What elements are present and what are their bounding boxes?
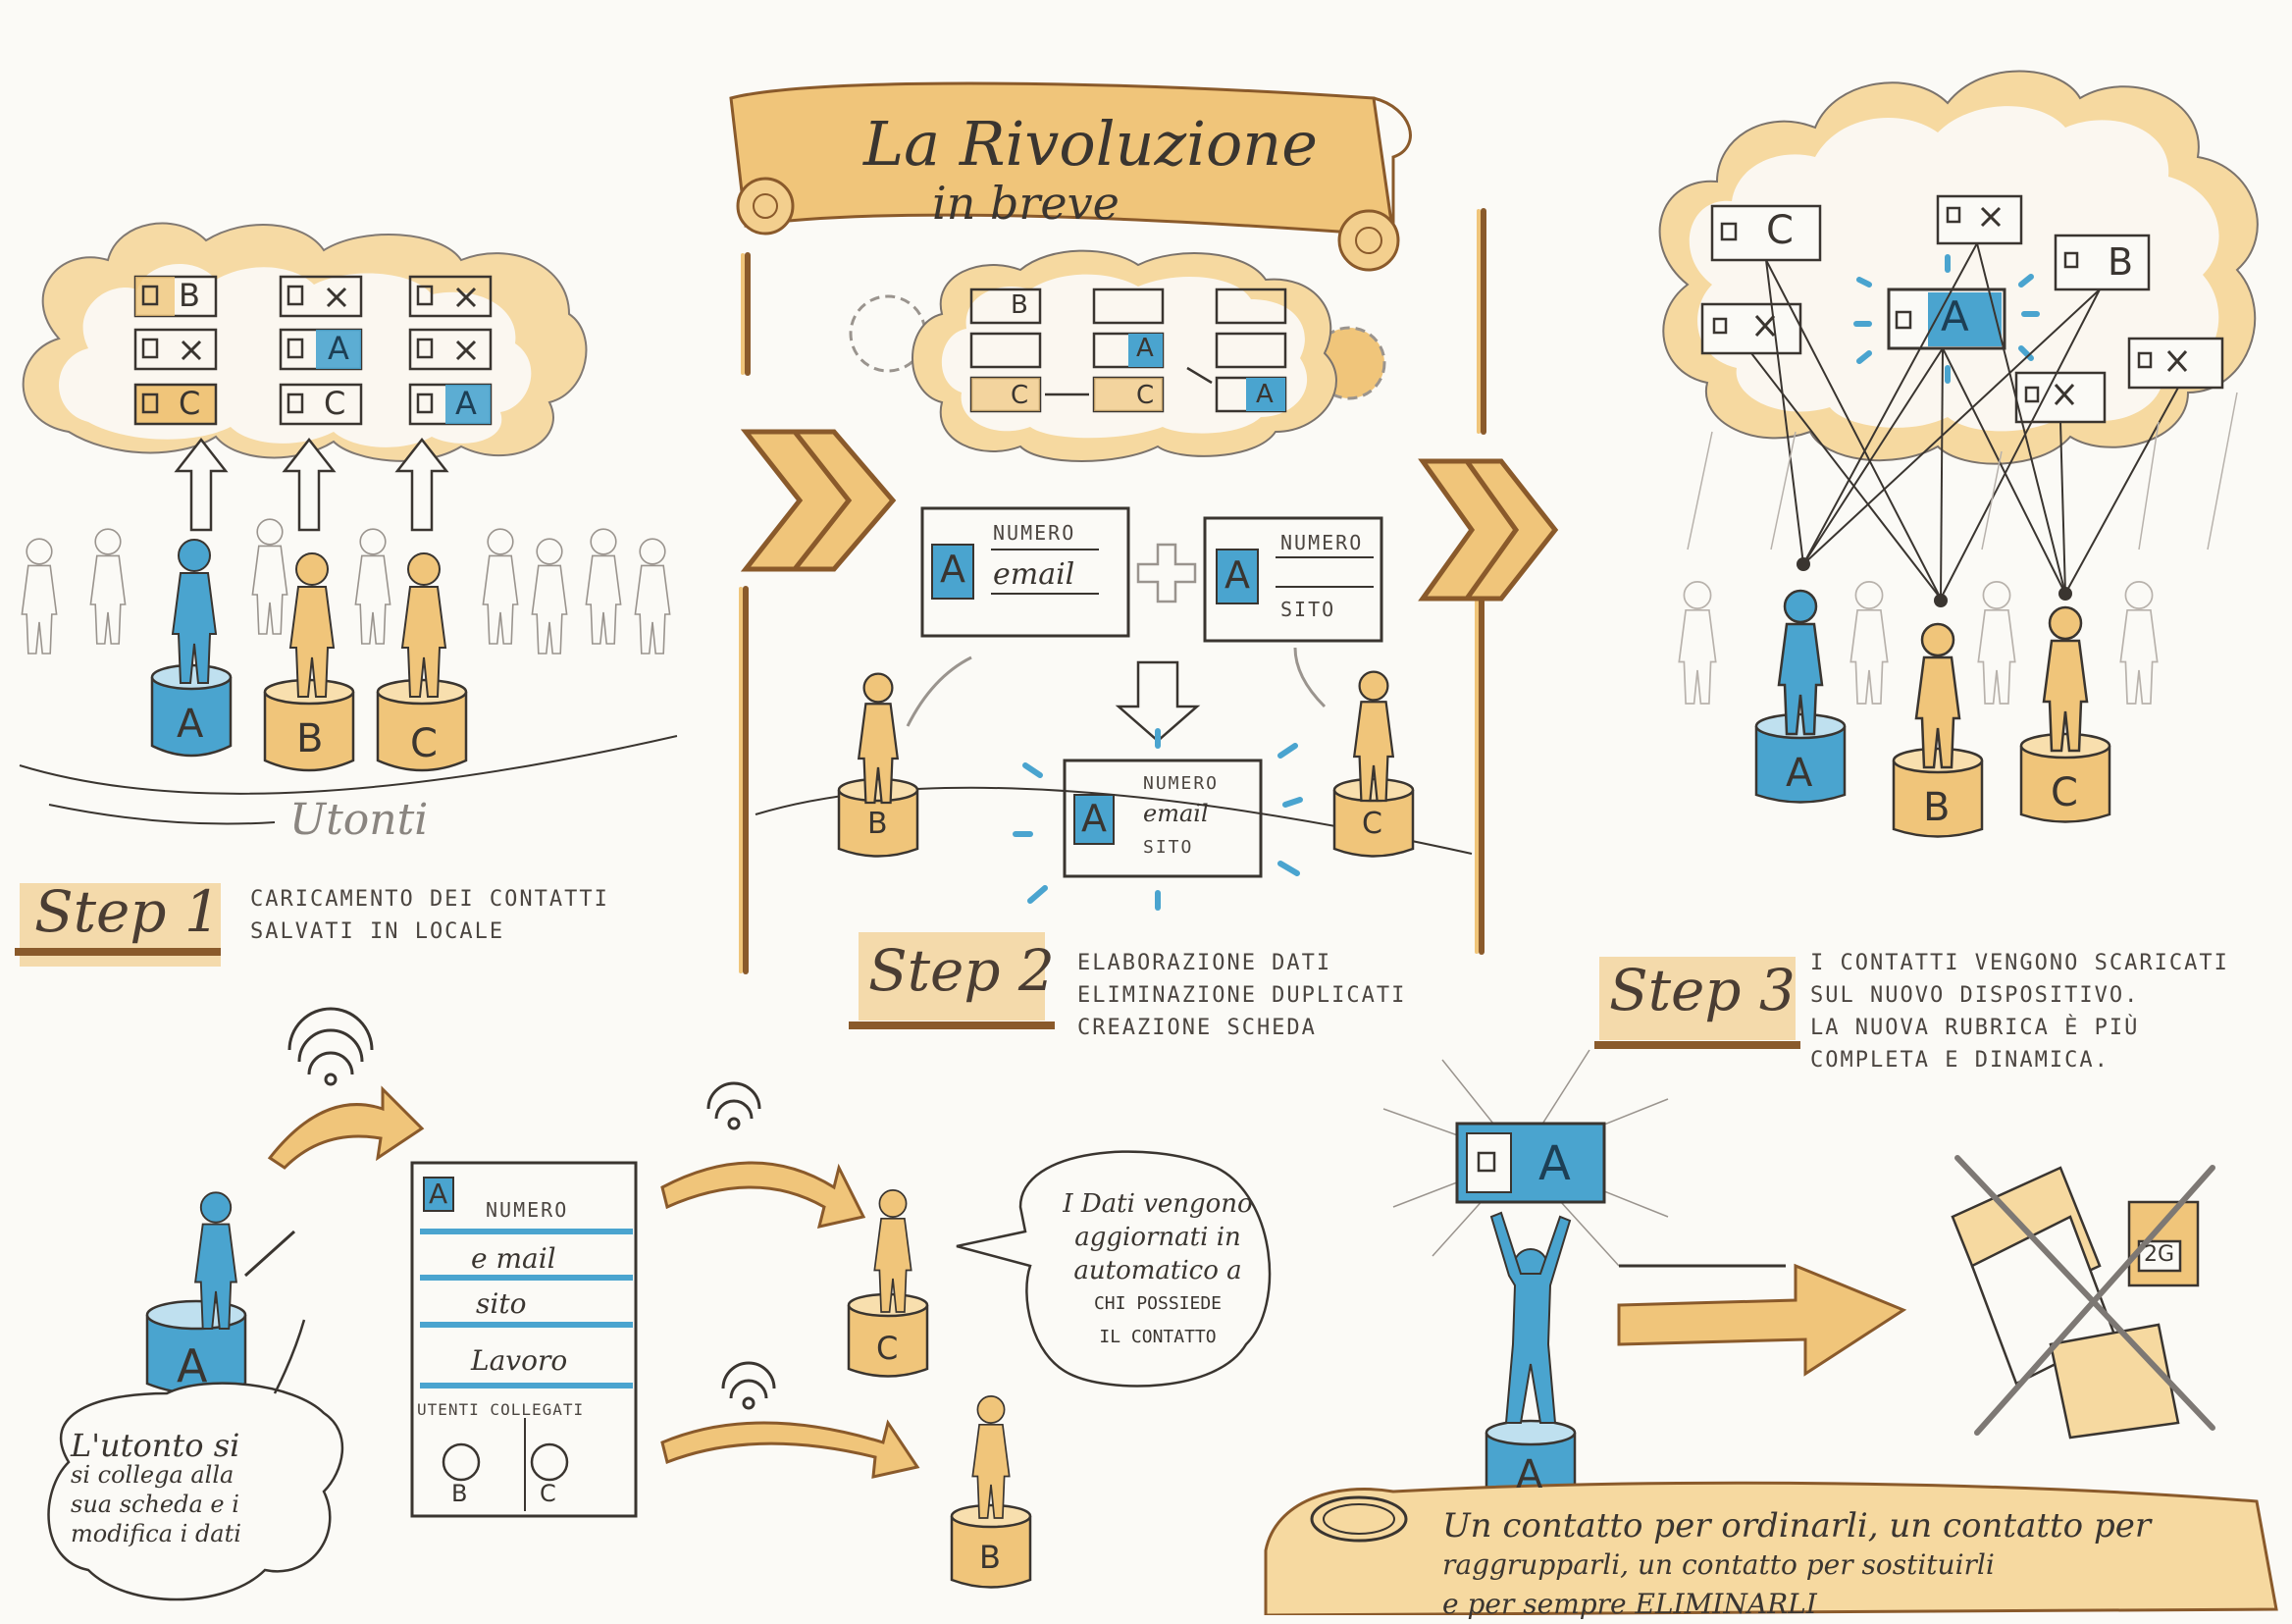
card1-field-email: email xyxy=(993,557,1075,592)
banner-line: raggrupparli, un contatto per sostituirl… xyxy=(1442,1548,1995,1581)
step3-cloud xyxy=(1658,70,2259,607)
cloud-card-b: B xyxy=(2108,240,2134,284)
speech-line: si collega alla xyxy=(71,1461,234,1489)
cloud-letter: A xyxy=(1136,334,1154,363)
step3-label: Step 3 xyxy=(1609,957,1796,1023)
step1-crowd xyxy=(21,518,671,655)
step3-pedestal-a: A xyxy=(1786,751,1813,796)
banner-line: Un contatto per ordinarli, un contatto p… xyxy=(1442,1506,2152,1545)
step2-pedestal-b: B xyxy=(867,807,888,841)
step3-pedestal-c: C xyxy=(2051,770,2078,815)
card-letter: B xyxy=(179,277,200,314)
step2-desc-line: CREAZIONE SCHEDA xyxy=(1077,1016,1317,1040)
bl-card-letter: A xyxy=(429,1178,448,1210)
bottom-right xyxy=(1264,1049,2278,1615)
bl-field-sito: sito xyxy=(476,1287,527,1320)
page-subtitle: in breve xyxy=(932,177,1120,230)
step1-label: Step 1 xyxy=(34,878,221,945)
step3-description: I CONTATTI VENGONO SCARICATI SUL NUOVO D… xyxy=(1810,947,2229,1076)
bl-field-lavoro: Lavoro xyxy=(471,1344,568,1377)
step3-desc-line: SUL NUOVO DISPOSITIVO. xyxy=(1810,983,2140,1008)
card-letter: A xyxy=(455,385,477,422)
pedestal-c: C xyxy=(410,721,438,766)
step2-cloud xyxy=(849,249,1386,462)
card2-field-sito: SITO xyxy=(1280,598,1336,621)
card-letter: C xyxy=(324,385,346,422)
step2-label: Step 2 xyxy=(868,937,1055,1004)
speech-line: L'utonto si xyxy=(71,1427,240,1464)
chevrons-right xyxy=(740,429,1559,602)
step2-pedestal-c: C xyxy=(1362,807,1382,841)
step2-desc-line: ELABORAZIONE DATI xyxy=(1077,951,1332,975)
card2-letter: A xyxy=(1224,553,1250,597)
step1-up-arrows xyxy=(174,437,449,532)
cloud-letter: B xyxy=(1011,290,1028,320)
speech-line: sua scheda e i xyxy=(71,1491,239,1518)
bl-linked-title: UTENTI COLLEGATI xyxy=(417,1400,585,1419)
step3-pedestals xyxy=(1754,589,2111,838)
step2-description: ELABORAZIONE DATI ELIMINAZIONE DUPLICATI… xyxy=(1077,947,1406,1044)
bl-pedestal-c: C xyxy=(876,1330,899,1367)
title-scroll xyxy=(729,81,1412,272)
step2-desc-line: ELIMINAZIONE DUPLICATI xyxy=(1077,983,1407,1008)
merged-field-email: email xyxy=(1143,800,1209,827)
bubble-line: il contatto xyxy=(1099,1327,1217,1347)
step1-description: CARICAMENTO DEI CONTATTI SALVATI IN LOCA… xyxy=(250,887,609,944)
step3-pedestal-b: B xyxy=(1923,785,1951,830)
cloud-card-c: C xyxy=(1766,208,1794,253)
users-label: Utonti xyxy=(289,795,429,845)
br-banner: Un contatto per ordinarli, un contatto p… xyxy=(1442,1506,2247,1624)
bl-field-email: e mail xyxy=(471,1242,556,1275)
bubble-line: automatico a xyxy=(1073,1256,1242,1285)
step3-desc-line: I CONTATTI VENGONO SCARICATI xyxy=(1810,951,2229,975)
card-letter: C xyxy=(179,385,201,422)
step3-desc-line: LA NUOVA RUBRICA È PIÙ xyxy=(1810,1016,2140,1040)
bl-linked-b: B xyxy=(451,1480,468,1507)
pedestal-b: B xyxy=(296,716,324,761)
bl-bubble: I Dati vengono aggiornati in automatico … xyxy=(1040,1187,1276,1354)
cloud-letter: C xyxy=(1011,381,1029,410)
merged-letter: A xyxy=(1081,797,1107,840)
bl-pedestal-a: A xyxy=(177,1339,208,1392)
step1-cloud xyxy=(22,222,588,462)
bubble-line: I Dati vengono xyxy=(1063,1189,1253,1219)
merged-field-numero: NUMERO xyxy=(1143,773,1220,794)
cloud-letter: A xyxy=(1256,380,1274,409)
merged-field-sito: SITO xyxy=(1143,837,1194,858)
cloud-letter: C xyxy=(1136,381,1155,410)
card2-field-numero: NUMERO xyxy=(1280,531,1364,554)
br-card-letter: A xyxy=(1538,1136,1571,1191)
step2-cards xyxy=(755,506,1473,911)
bl-linked-c: C xyxy=(540,1480,556,1507)
step2-pedestals xyxy=(837,670,1415,858)
bl-field-numero: NUMERO xyxy=(486,1198,569,1222)
bubble-line: chi possiede xyxy=(1093,1293,1223,1314)
bubble-line: aggiornati in xyxy=(1074,1223,1241,1252)
br-pedestal-a: A xyxy=(1516,1452,1543,1497)
br-tag: 2G xyxy=(2144,1242,2175,1267)
pedestal-a: A xyxy=(177,702,204,747)
step3-desc-line: COMPLETA E DINAMICA. xyxy=(1810,1048,2110,1073)
step2-frame xyxy=(739,208,1486,974)
bottom-left-flow xyxy=(47,1007,1272,1601)
speech-line: modifica i dati xyxy=(71,1520,241,1547)
banner-line: e per sempre ELIMINARLI xyxy=(1442,1588,1817,1620)
step1-pedestals xyxy=(150,663,468,772)
cloud-card-a: A xyxy=(1941,292,1969,341)
bl-speech: L'utonto si si collega alla sua scheda e… xyxy=(71,1427,316,1548)
card1-field-numero: NUMERO xyxy=(993,521,1076,545)
bl-pedestal-b: B xyxy=(979,1539,1001,1576)
page-title: La Rivoluzione xyxy=(863,108,1318,180)
card-letter: A xyxy=(328,330,349,367)
card1-letter: A xyxy=(940,548,965,591)
